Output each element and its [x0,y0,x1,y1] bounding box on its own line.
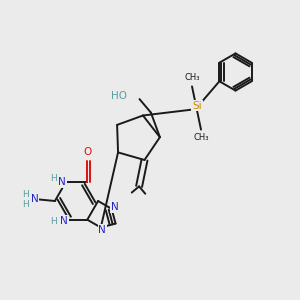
Text: O: O [83,147,92,157]
Text: CH₃: CH₃ [193,134,209,142]
Text: N: N [58,177,66,187]
Text: H: H [22,200,29,209]
Text: N: N [98,225,106,235]
Text: H: H [50,217,57,226]
Text: N: N [60,216,68,226]
Text: N: N [31,194,38,205]
Text: Si: Si [192,100,202,111]
Text: HO: HO [112,91,127,101]
Text: N: N [111,202,119,212]
Text: H: H [50,174,56,183]
Text: CH₃: CH₃ [184,74,200,82]
Text: H: H [22,190,29,199]
